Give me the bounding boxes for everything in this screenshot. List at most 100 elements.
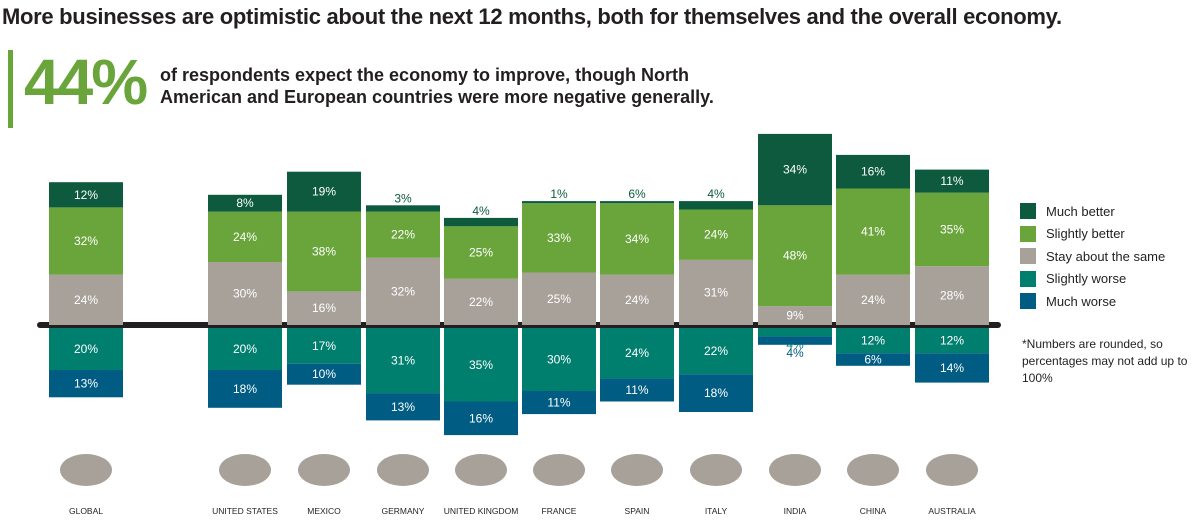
bar-value-label: 28% [940,289,964,303]
bar-value-label: 34% [625,232,649,246]
bar-segment [600,378,674,402]
bar-value-label: 13% [74,377,98,391]
bar-value-label: 16% [312,301,336,315]
legend-label: Slightly better [1046,226,1125,242]
bar-value-label: 24% [861,293,885,307]
country-map-icon [769,454,821,486]
bar-segment [679,328,753,375]
legend-item-slightly-worse: Slightly worse [1020,268,1165,291]
bar-value-label: 11% [625,383,648,397]
bar-value-label: 14% [940,361,964,375]
bar-value-label: 20% [74,342,98,356]
category-label: UNITED STATES [212,506,278,516]
bar-segment [208,328,282,370]
bar-segment [366,211,440,258]
bar-value-label: 35% [469,358,493,372]
bar-value-label: 38% [312,245,336,259]
bar-value-label: 11% [940,174,963,188]
bar-segment [287,328,361,364]
bar-segment [522,391,596,415]
bar-segment [366,205,440,212]
bar-segment [600,201,674,204]
bar-value-label: 12% [861,334,885,348]
bar-segment [679,209,753,260]
bar-value-label: 17% [312,339,336,353]
bar-value-label: 24% [704,228,728,242]
bar-value-label: 11% [547,396,570,410]
bar-segment [915,266,989,325]
footnote: *Numbers are rounded, so percentages may… [1022,337,1188,385]
category-label: SPAIN [625,506,650,516]
bar-segment [287,171,361,212]
bar-segment [208,211,282,262]
bar-segment [444,401,518,436]
bar-segment [366,328,440,394]
bar-value-label: 1% [550,187,568,201]
legend-swatch [1020,248,1036,265]
bar-segment [679,259,753,325]
bar-segment [287,291,361,325]
bar-segment [836,154,910,189]
bar-segment [444,328,518,402]
bar-value-label: 31% [704,285,728,299]
bar-value-label: 12% [74,188,98,202]
country-map-icon [219,454,271,486]
bar-segment [836,188,910,275]
category-label: ITALY [705,506,728,516]
bar-value-label: 16% [469,411,493,425]
category-label: GLOBAL [69,506,103,516]
bar-value-label: 8% [236,196,254,210]
bar-value-label: 22% [391,228,415,242]
country-map-icon [847,454,899,486]
bar-value-label: 30% [547,353,571,367]
legend-label: Much worse [1046,293,1117,309]
legend-swatch [1020,270,1036,287]
legend-item-much-worse: Much worse [1020,290,1165,313]
legend-swatch [1020,293,1036,310]
bar-segment [915,169,989,193]
legend-swatch [1020,225,1036,242]
country-map-icon [926,454,978,486]
country-map-icon [60,454,112,486]
bar-segment [522,203,596,273]
category-label: UNITED KINGDOM [444,506,519,516]
bar-segment [444,217,518,227]
bar-segment [49,274,123,325]
bar-value-label: 4% [786,346,804,360]
bar-segment [836,328,910,354]
legend-swatch [1020,203,1036,220]
category-label: CHINA [860,506,887,516]
bar-value-label: 25% [547,292,571,306]
bar-segment [758,306,832,325]
bar-value-label: 4% [707,187,725,201]
legend-label: Much better [1046,203,1115,219]
bar-value-label: 24% [625,346,649,360]
bar-value-label: 20% [233,342,257,356]
bar-segment [679,201,753,210]
bar-segment [758,328,832,337]
bar-value-label: 24% [625,293,649,307]
bar-value-label: 19% [312,185,336,199]
bar-segment [49,207,123,275]
bar-segment [208,194,282,212]
legend: Much better Slightly better Stay about t… [1020,200,1165,313]
bar-value-label: 34% [783,163,807,177]
legend-label: Stay about the same [1046,248,1166,264]
country-map-icon [533,454,585,486]
bar-value-label: 18% [233,382,257,396]
bar-segment [444,278,518,325]
country-map-icon [377,454,429,486]
bar-value-label: 9% [786,309,804,323]
bar-value-label: 32% [391,284,415,298]
bar-value-label: 48% [783,249,807,263]
bar-segment [49,370,123,398]
bar-value-label: 24% [233,230,257,244]
category-label: MEXICO [307,506,341,516]
bar-segment [208,262,282,325]
bar-segment [522,201,596,204]
bar-value-label: 6% [628,187,646,201]
country-map-icon [690,454,742,486]
bar-segment [208,370,282,408]
bar-segment [600,328,674,379]
